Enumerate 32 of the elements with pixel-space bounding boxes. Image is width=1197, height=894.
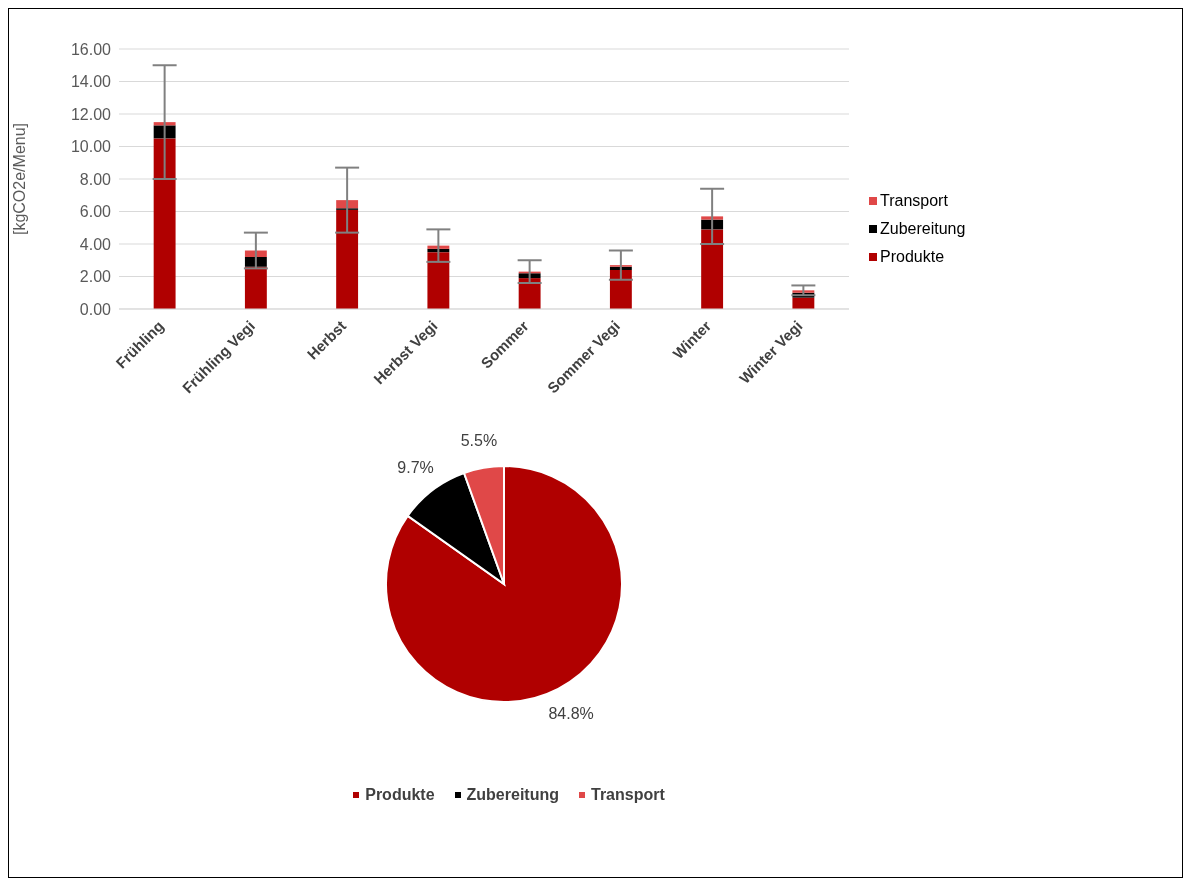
data-label: 84.8% <box>548 705 594 723</box>
bar <box>701 229 724 309</box>
bar <box>518 278 541 309</box>
y-tick-label: 4.00 <box>79 235 112 253</box>
bar <box>609 270 632 309</box>
legend-label: Transport <box>879 192 949 210</box>
bar <box>336 200 359 209</box>
bar <box>701 216 724 220</box>
bar <box>336 209 359 309</box>
bar <box>153 125 176 139</box>
y-tick-label: 6.00 <box>79 203 112 221</box>
y-axis-title: [kgCO2e/Menu] <box>10 122 28 236</box>
legend-label: Produkte <box>364 786 435 804</box>
y-tick-label: 10.00 <box>70 138 112 156</box>
legend-label: Zubereitung <box>879 220 967 238</box>
y-tick-label: 16.00 <box>70 40 112 58</box>
data-label: 5.5% <box>460 431 498 449</box>
bar <box>792 290 815 293</box>
bar <box>244 257 267 267</box>
y-tick-label: 12.00 <box>70 105 112 123</box>
bar <box>153 138 176 309</box>
bar <box>244 266 267 309</box>
bar <box>518 273 541 279</box>
legend-label: Zubereitung <box>465 786 559 804</box>
bar <box>427 252 450 309</box>
y-tick-label: 14.00 <box>70 73 112 91</box>
y-tick-label: 2.00 <box>79 268 112 286</box>
data-label: 9.7% <box>397 459 434 477</box>
y-tick-label: 0.00 <box>79 300 112 318</box>
legend-label: Produkte <box>879 248 946 266</box>
y-tick-label: 8.00 <box>79 170 112 188</box>
legend-label: Transport <box>590 786 665 804</box>
